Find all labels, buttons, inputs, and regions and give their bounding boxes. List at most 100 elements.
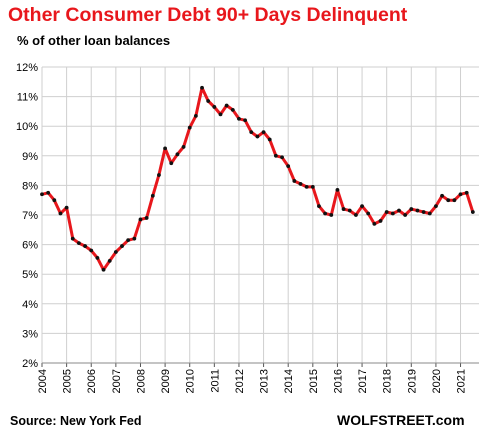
series-line [40, 86, 475, 272]
source-note: Source: New York Fed [10, 414, 142, 428]
x-tick-label: 2007 [111, 369, 123, 393]
y-tick-label: 12% [16, 62, 38, 74]
data-point [470, 210, 475, 214]
data-point [341, 207, 346, 211]
data-point [169, 161, 174, 166]
data-point [138, 217, 143, 222]
data-point [292, 179, 297, 183]
data-point [107, 258, 112, 263]
data-point [163, 146, 167, 151]
data-point [249, 130, 254, 135]
data-point [434, 204, 438, 209]
y-axis: 2% 3% 4% 5% 6% 7% 8% 9% 10% 11% 12% [16, 62, 38, 370]
data-point [403, 213, 408, 217]
data-point [261, 130, 266, 135]
data-point [144, 216, 149, 220]
y-tick-label: 4% [22, 299, 38, 311]
data-point [458, 192, 463, 197]
data-point [64, 205, 69, 210]
data-point [70, 236, 75, 241]
data-point [255, 134, 260, 139]
data-point [360, 204, 364, 209]
chart-subtitle: % of other loan balances [17, 33, 171, 48]
data-point [206, 99, 211, 103]
data-point [298, 182, 303, 186]
data-point [113, 250, 118, 254]
data-point [390, 211, 395, 216]
data-point [317, 204, 321, 209]
data-point [187, 125, 192, 130]
data-point [347, 208, 352, 213]
data-point [397, 208, 401, 213]
series-group [40, 85, 475, 272]
x-tick-label: 2019 [406, 369, 418, 393]
data-point [224, 103, 229, 108]
brand-label: WOLFSTREET.com [337, 412, 465, 428]
y-tick-label: 6% [22, 240, 38, 252]
data-point [273, 153, 278, 158]
data-point [157, 173, 161, 177]
data-point [120, 244, 124, 248]
data-point [77, 241, 81, 246]
data-point [323, 211, 328, 216]
x-tick-label: 2006 [86, 369, 98, 393]
x-tick-label: 2004 [37, 369, 49, 393]
x-tick-label: 2008 [135, 369, 147, 393]
data-point [218, 112, 223, 117]
data-point [427, 211, 432, 216]
data-point [372, 221, 377, 226]
y-tick-label: 7% [22, 210, 38, 222]
data-point [89, 248, 94, 253]
x-tick-label: 2017 [357, 369, 369, 393]
data-point [378, 219, 383, 223]
data-point [132, 236, 137, 241]
grid-lines [41, 66, 479, 364]
data-point [150, 193, 155, 198]
data-point [335, 187, 340, 192]
data-point [421, 210, 426, 214]
data-point [440, 193, 444, 198]
y-tick-label: 5% [22, 269, 38, 281]
data-point [193, 113, 198, 118]
x-tick-label: 2011 [209, 369, 221, 393]
x-tick-label: 2021 [456, 369, 468, 393]
data-point [126, 238, 131, 243]
y-tick-label: 9% [22, 151, 38, 163]
data-point [83, 244, 87, 248]
x-tick-label: 2005 [62, 369, 74, 393]
data-point [237, 116, 241, 121]
x-tick-label: 2010 [185, 369, 197, 393]
data-point [181, 145, 186, 149]
y-tick-label: 3% [22, 328, 38, 340]
data-point [200, 85, 204, 90]
data-point [329, 213, 334, 217]
data-point [452, 198, 457, 203]
data-point [415, 208, 420, 213]
data-point [230, 108, 235, 112]
x-tick-label: 2009 [160, 369, 172, 393]
data-point [40, 192, 44, 197]
x-tick-label: 2015 [308, 369, 320, 393]
data-point [366, 211, 371, 216]
data-point [354, 213, 358, 217]
x-axis: 2004 2005 2006 2007 2008 2009 2010 2011 2012 2013… [37, 362, 479, 393]
x-tick-label: 2020 [431, 369, 443, 393]
data-point [280, 155, 284, 160]
x-tick-label: 2013 [259, 369, 271, 393]
y-tick-label: 11% [17, 92, 38, 104]
data-point [101, 267, 106, 272]
data-point [212, 105, 217, 109]
data-point [46, 190, 51, 195]
data-point [243, 118, 248, 123]
data-point [52, 198, 57, 203]
x-tick-label: 2016 [332, 369, 344, 393]
data-point [409, 207, 414, 211]
data-point [95, 256, 100, 260]
y-tick-label: 2% [22, 358, 38, 370]
y-tick-label: 10% [16, 121, 38, 133]
data-point [175, 152, 180, 157]
chart-title: Other Consumer Debt 90+ Days Delinquent [8, 4, 408, 26]
data-point [310, 184, 315, 189]
y-tick-label: 8% [22, 180, 38, 192]
x-tick-label: 2018 [382, 369, 394, 393]
